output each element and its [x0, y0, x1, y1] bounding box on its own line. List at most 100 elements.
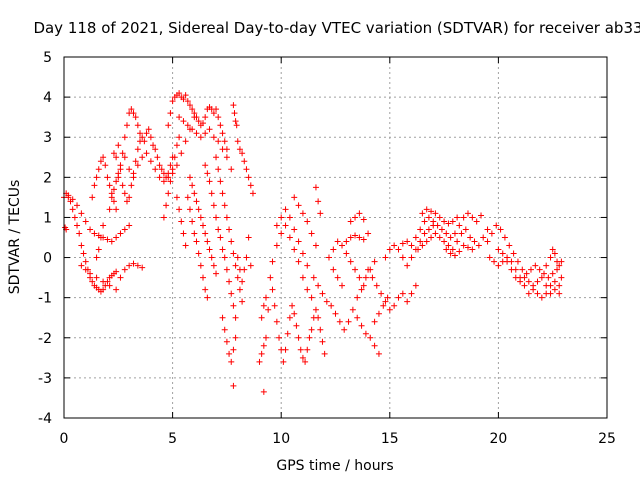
data-point — [317, 326, 324, 333]
data-point — [145, 126, 152, 133]
data-point — [423, 206, 430, 213]
data-point — [128, 106, 135, 113]
data-point — [152, 166, 159, 173]
data-point — [449, 218, 456, 225]
data-point — [100, 154, 107, 161]
data-point — [395, 246, 402, 253]
data-point — [134, 146, 141, 153]
data-point — [236, 146, 243, 153]
data-point — [306, 334, 313, 341]
data-point — [169, 98, 176, 105]
data-point — [89, 278, 96, 285]
data-point — [404, 298, 411, 305]
data-point — [521, 282, 528, 289]
data-point — [139, 264, 146, 271]
data-point — [471, 238, 478, 245]
data-point — [228, 166, 235, 173]
x-tick-label: 20 — [489, 431, 507, 447]
data-point — [219, 246, 226, 253]
data-point — [130, 110, 137, 117]
data-point — [189, 126, 196, 133]
data-point — [87, 270, 94, 277]
data-point — [97, 234, 104, 241]
x-tick-label: 5 — [168, 431, 177, 447]
data-point — [443, 230, 450, 237]
data-point — [258, 314, 265, 321]
data-point — [110, 198, 117, 205]
data-point — [97, 158, 104, 165]
data-point — [184, 98, 191, 105]
data-point — [210, 202, 217, 209]
data-point — [304, 218, 311, 225]
data-point — [547, 282, 554, 289]
data-point — [228, 358, 235, 365]
data-point — [432, 210, 439, 217]
data-point — [121, 134, 128, 141]
data-point — [278, 230, 285, 237]
data-point — [265, 306, 272, 313]
data-point — [260, 388, 267, 395]
data-point — [206, 246, 213, 253]
y-tick-label: 1 — [43, 210, 52, 226]
data-point — [223, 338, 230, 345]
data-point — [497, 226, 504, 233]
data-point — [512, 274, 519, 281]
data-point — [200, 274, 207, 281]
data-point — [123, 198, 130, 205]
data-point — [312, 184, 319, 191]
data-point — [115, 170, 122, 177]
data-point — [312, 306, 319, 313]
data-point — [191, 230, 198, 237]
data-point — [110, 186, 117, 193]
data-point — [221, 254, 228, 261]
data-point — [269, 258, 276, 265]
data-point — [347, 218, 354, 225]
data-point — [295, 258, 302, 265]
data-point — [352, 214, 359, 221]
data-point — [289, 302, 296, 309]
data-point — [102, 162, 109, 169]
data-point — [408, 242, 415, 249]
data-point — [467, 234, 474, 241]
data-point — [230, 102, 237, 109]
data-point — [158, 166, 165, 173]
data-point — [236, 266, 243, 273]
data-point — [286, 214, 293, 221]
data-point — [380, 302, 387, 309]
data-point — [234, 274, 241, 281]
x-tick-label: 0 — [60, 431, 69, 447]
data-point — [436, 214, 443, 221]
data-point — [304, 346, 311, 353]
data-point — [538, 294, 545, 301]
data-point — [315, 314, 322, 321]
data-point — [378, 290, 385, 297]
data-point — [425, 226, 432, 233]
data-point — [534, 290, 541, 297]
data-point — [115, 142, 122, 149]
data-point — [186, 206, 193, 213]
data-point — [299, 210, 306, 217]
data-point — [113, 154, 120, 161]
data-point — [204, 238, 211, 245]
grid-lines — [64, 57, 607, 418]
data-point — [113, 206, 120, 213]
data-point — [232, 314, 239, 321]
data-point — [354, 294, 361, 301]
data-point — [375, 350, 382, 357]
data-point — [417, 238, 424, 245]
data-point — [273, 222, 280, 229]
data-point — [137, 130, 144, 137]
data-point — [93, 174, 100, 181]
data-point — [134, 262, 141, 269]
data-point — [328, 302, 335, 309]
data-point — [278, 214, 285, 221]
data-point — [345, 318, 352, 325]
data-point — [78, 262, 85, 269]
data-point — [273, 318, 280, 325]
data-point — [152, 146, 159, 153]
data-point — [302, 358, 309, 365]
data-point — [295, 334, 302, 341]
data-point — [191, 190, 198, 197]
data-point — [464, 244, 471, 251]
data-point — [510, 250, 517, 257]
